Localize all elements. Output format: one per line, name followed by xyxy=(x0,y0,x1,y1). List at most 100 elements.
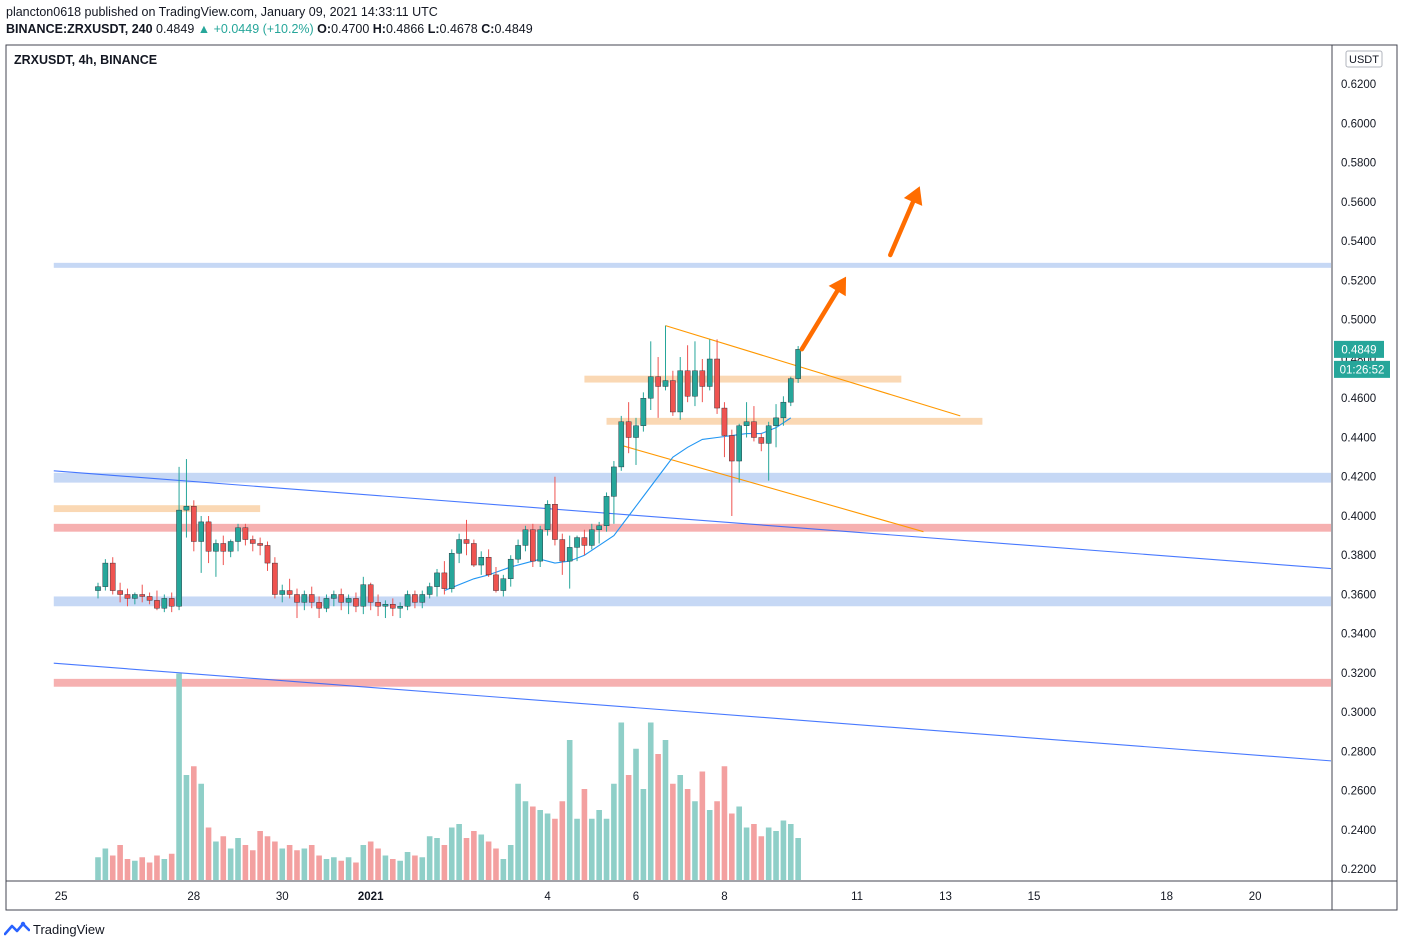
publisher-line: plancton0618 published on TradingView.co… xyxy=(6,5,438,19)
volume-bar xyxy=(588,818,595,880)
candle-body xyxy=(404,594,411,607)
red-zone xyxy=(53,678,1331,687)
volume-bar xyxy=(743,827,750,880)
volume-bar xyxy=(404,852,411,880)
candle-body xyxy=(633,425,639,438)
volume-bar xyxy=(242,845,249,880)
candle-body xyxy=(471,543,477,566)
volume-bar xyxy=(375,848,381,880)
candle-body xyxy=(618,421,625,468)
candle-body xyxy=(507,558,514,579)
candle-body xyxy=(699,370,706,387)
price-tick-label: 0.4000 xyxy=(1341,511,1376,523)
candle-body xyxy=(743,421,750,426)
time-tick-label: 28 xyxy=(187,891,200,903)
volume-bar xyxy=(183,775,190,880)
candle-body xyxy=(537,529,543,562)
volume-bar xyxy=(249,850,256,880)
volume-bar xyxy=(264,836,271,880)
volume-bar xyxy=(471,831,477,880)
volume-bar xyxy=(198,783,204,880)
candle-body xyxy=(124,594,131,599)
candle-body xyxy=(640,398,647,426)
candle-body xyxy=(596,525,602,530)
candles-layer xyxy=(95,325,801,619)
candle-body xyxy=(146,596,153,601)
arrow-shaft xyxy=(799,288,840,352)
volume-bar xyxy=(699,771,706,880)
volume-bar xyxy=(353,862,359,880)
candle-body xyxy=(780,401,787,419)
candle-body xyxy=(530,529,536,562)
low-label: L: xyxy=(427,22,440,36)
volume-bar xyxy=(787,824,794,880)
candle-body xyxy=(301,594,308,603)
last-price-tag xyxy=(1334,340,1384,358)
candle-body xyxy=(485,556,492,576)
chart-title: ZRXUSDT, 4h, BINANCE xyxy=(14,53,157,67)
volume-bar xyxy=(419,857,426,880)
volume-bar xyxy=(721,766,728,880)
candle-body xyxy=(441,572,448,589)
price-tick-label: 0.3200 xyxy=(1341,668,1376,680)
volume-bar xyxy=(522,801,529,880)
candle-body xyxy=(279,590,286,595)
candle-body xyxy=(286,590,293,595)
volume-bar xyxy=(463,838,470,880)
volume-bar xyxy=(412,855,418,880)
candle-body xyxy=(191,505,197,542)
blue-zone xyxy=(53,472,1331,483)
candle-body xyxy=(552,504,558,540)
volume-bar xyxy=(213,841,219,880)
candle-body xyxy=(249,539,256,544)
time-tick-label: 2021 xyxy=(358,891,384,903)
currency-box[interactable] xyxy=(1345,50,1383,68)
countdown-tag xyxy=(1334,360,1390,378)
volume-bar xyxy=(456,824,462,880)
volume-bar xyxy=(773,831,779,880)
candle-body xyxy=(176,509,182,607)
volume-bar xyxy=(758,836,765,880)
candle-body xyxy=(729,435,735,462)
volume-bar xyxy=(220,836,227,880)
candle-body xyxy=(242,527,249,540)
volume-bar xyxy=(227,848,234,880)
time-tick-label: 20 xyxy=(1249,891,1262,903)
trend-line xyxy=(53,470,1332,570)
volume-bar xyxy=(345,857,352,880)
candle-body xyxy=(183,505,190,511)
volume-bar xyxy=(751,824,757,880)
candle-body xyxy=(117,590,123,595)
trendlines-layer xyxy=(53,325,1332,762)
volume-bar xyxy=(331,857,337,880)
tradingview-footer[interactable]: TradingView xyxy=(4,919,105,939)
price-tick-label: 0.4400 xyxy=(1341,432,1376,444)
price-axis[interactable]: 0.6200 0.6000 0.5800 0.5600 0.5400 0.5200 0.50… xyxy=(1341,79,1376,876)
time-axis[interactable]: 25 28 30 2021 4 6 8 11 13 15 18 20 xyxy=(55,891,1262,903)
volume-bar xyxy=(633,748,639,880)
candle-body xyxy=(463,539,470,544)
volume-bar xyxy=(795,838,801,880)
candle-body xyxy=(397,606,403,609)
candle-body xyxy=(787,378,794,403)
volume-bar xyxy=(485,841,492,880)
candle-body xyxy=(773,417,779,426)
volume-bar xyxy=(235,838,241,880)
candle-body xyxy=(765,425,772,444)
volume-bar xyxy=(205,827,212,880)
orange-zone xyxy=(606,417,983,425)
volume-bars xyxy=(95,673,801,880)
volume-bar xyxy=(382,855,389,880)
candle-body xyxy=(235,527,241,542)
candle-body xyxy=(736,425,742,462)
volume-bar xyxy=(154,855,160,880)
volume-bar xyxy=(780,820,787,880)
candle-body xyxy=(581,537,588,546)
volume-bar xyxy=(493,848,499,880)
candle-body xyxy=(706,358,713,387)
time-tick-label: 18 xyxy=(1160,891,1173,903)
close-label: C: xyxy=(481,22,495,36)
volume-bar xyxy=(441,845,448,880)
candle-body xyxy=(139,594,146,597)
